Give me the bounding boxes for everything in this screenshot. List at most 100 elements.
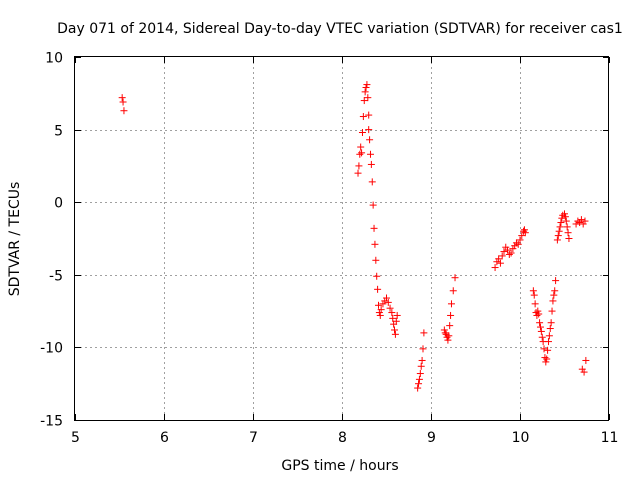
data-point xyxy=(580,368,588,376)
data-point xyxy=(392,317,400,325)
data-point xyxy=(451,274,459,282)
y-tick-label: 5 xyxy=(54,124,63,140)
data-point xyxy=(447,300,455,308)
data-points xyxy=(118,81,590,392)
data-point xyxy=(504,246,512,254)
data-point xyxy=(355,162,363,170)
data-point xyxy=(374,301,382,309)
data-point xyxy=(574,217,582,225)
data-point xyxy=(388,309,396,317)
data-point xyxy=(415,375,423,383)
data-point xyxy=(581,217,589,225)
data-point xyxy=(529,287,537,295)
data-point xyxy=(564,229,572,237)
y-tick-label: -5 xyxy=(49,269,63,285)
y-tick-label: 10 xyxy=(45,51,63,67)
data-point xyxy=(373,272,381,280)
x-tick-label: 5 xyxy=(71,430,80,446)
data-point xyxy=(495,255,503,263)
y-tick-label: -10 xyxy=(40,341,63,357)
data-point xyxy=(446,322,454,330)
data-point xyxy=(357,143,365,151)
data-point xyxy=(555,227,563,235)
data-point xyxy=(441,329,449,337)
data-point xyxy=(368,178,376,186)
data-point xyxy=(496,259,504,267)
data-point xyxy=(543,355,551,363)
data-point xyxy=(582,356,590,364)
data-point xyxy=(381,297,389,305)
data-point xyxy=(548,307,556,315)
data-point xyxy=(558,214,566,222)
data-point xyxy=(540,345,548,353)
data-point xyxy=(550,291,558,299)
data-point xyxy=(365,111,373,119)
data-point xyxy=(536,319,544,327)
data-point xyxy=(393,311,401,319)
data-point xyxy=(562,217,570,225)
chart-title: Day 071 of 2014, Sidereal Day-to-day VTE… xyxy=(57,21,623,37)
data-point xyxy=(520,226,528,234)
data-point xyxy=(549,297,557,305)
data-point xyxy=(493,258,501,266)
data-point xyxy=(360,97,368,105)
y-tick-label: 0 xyxy=(54,196,63,212)
data-point xyxy=(511,242,519,250)
data-point xyxy=(420,329,428,337)
data-point xyxy=(365,126,373,134)
data-point xyxy=(547,319,555,327)
data-point xyxy=(544,346,552,354)
data-point xyxy=(541,354,549,362)
data-point xyxy=(414,384,422,392)
data-point xyxy=(502,243,510,251)
data-point xyxy=(556,223,564,231)
data-point xyxy=(546,325,554,333)
data-point xyxy=(538,333,546,341)
data-point xyxy=(416,370,424,378)
data-point xyxy=(383,294,390,302)
data-point xyxy=(530,291,538,299)
data-point xyxy=(391,326,399,334)
data-point xyxy=(363,81,371,89)
x-axis-label: GPS time / hours xyxy=(281,458,398,474)
y-axis-label: SDTVAR / TECUs xyxy=(7,182,23,297)
data-point xyxy=(375,309,383,317)
data-point xyxy=(509,245,517,253)
data-point xyxy=(374,285,382,293)
data-point xyxy=(359,113,367,121)
data-point xyxy=(361,88,369,96)
data-point xyxy=(544,338,552,346)
data-point xyxy=(537,327,545,335)
data-point xyxy=(577,216,585,224)
x-tick-label: 6 xyxy=(160,430,169,446)
data-point xyxy=(579,220,587,228)
data-point xyxy=(447,311,455,319)
data-point xyxy=(551,287,559,295)
data-point xyxy=(371,240,379,248)
data-point xyxy=(554,232,562,240)
data-point xyxy=(553,236,561,244)
data-point xyxy=(536,323,544,331)
data-point xyxy=(557,219,565,227)
data-point xyxy=(500,248,508,256)
data-point xyxy=(516,236,524,244)
data-point xyxy=(561,210,568,218)
data-point xyxy=(389,314,397,322)
data-point xyxy=(578,365,586,373)
data-point xyxy=(366,136,374,144)
axis-ticks: 5 6 7 8 9 10 11 -15 -10 -5 0 5 10 xyxy=(40,51,618,447)
data-point xyxy=(391,330,399,338)
data-point xyxy=(576,219,584,227)
data-point xyxy=(362,83,370,91)
data-point xyxy=(565,235,573,242)
data-point xyxy=(552,277,560,285)
data-point xyxy=(518,232,526,240)
data-point xyxy=(367,160,375,168)
data-point xyxy=(440,326,448,334)
data-point xyxy=(358,149,366,157)
data-point xyxy=(563,223,571,231)
data-point xyxy=(419,345,427,353)
data-point xyxy=(561,213,569,221)
data-point xyxy=(443,333,451,341)
